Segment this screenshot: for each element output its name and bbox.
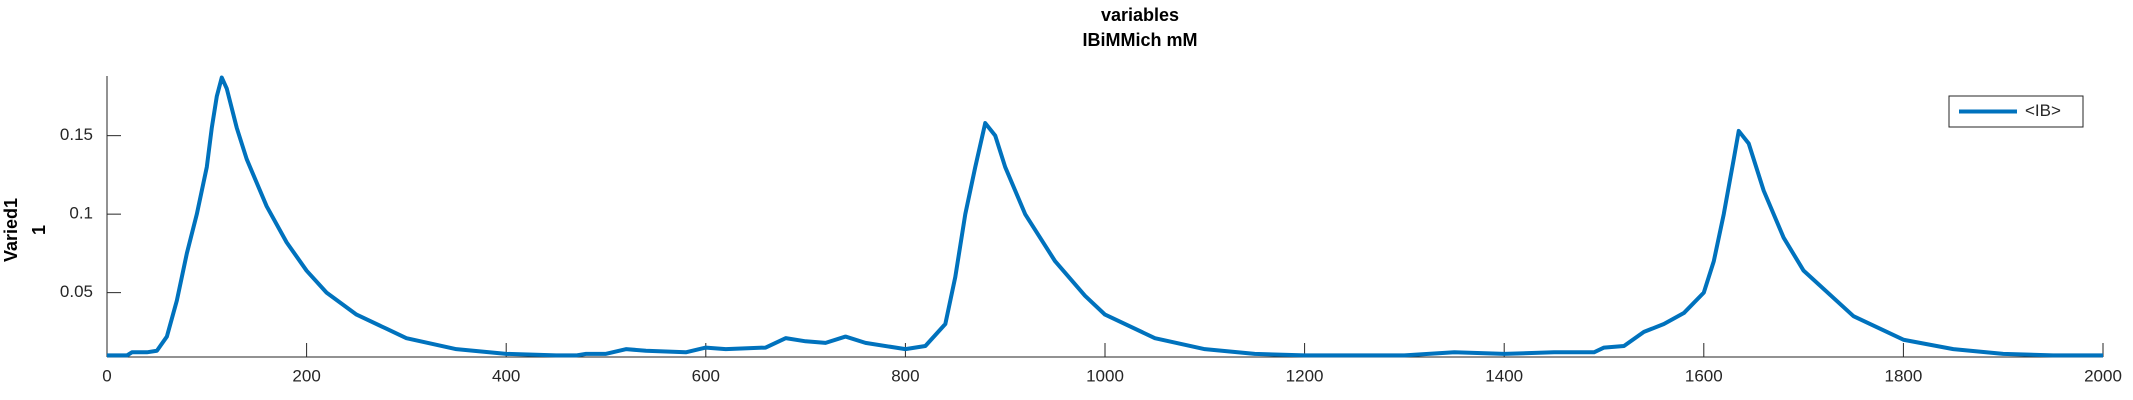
x-tick-label: 1800 — [1884, 366, 1922, 385]
y-tick-label: 0.15 — [60, 125, 93, 144]
x-tick-label: 1000 — [1086, 366, 1124, 385]
y-axis-label: Varied1 — [1, 198, 21, 262]
chart-subtitle: IBiMMich mM — [1083, 30, 1198, 50]
chart-title: variables — [1101, 5, 1179, 25]
x-tick-label: 1200 — [1286, 366, 1324, 385]
x-tick-label: 200 — [292, 366, 320, 385]
data-line — [107, 75, 2103, 358]
x-tick-label: 0 — [102, 366, 111, 385]
x-tick-label: 1400 — [1485, 366, 1523, 385]
x-tick-label: 800 — [891, 366, 919, 385]
x-tick-label: 400 — [492, 366, 520, 385]
y-tick-label: 0.05 — [60, 282, 93, 301]
legend-label: <IB> — [2025, 101, 2061, 120]
x-tick-label: 2000 — [2084, 366, 2122, 385]
x-tick-label: 1600 — [1685, 366, 1723, 385]
x-tick-label: 600 — [692, 366, 720, 385]
y-axis-label: 1 — [29, 225, 49, 235]
y-tick-label: 0.1 — [69, 204, 93, 223]
